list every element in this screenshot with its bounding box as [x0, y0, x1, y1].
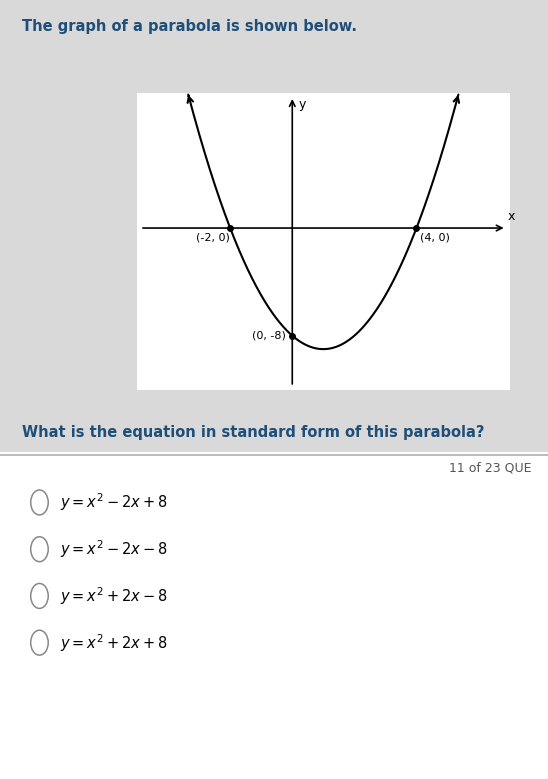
- Text: $y = x^2 - 2x - 8$: $y = x^2 - 2x - 8$: [60, 538, 168, 560]
- Text: $y = x^2 + 2x - 8$: $y = x^2 + 2x - 8$: [60, 585, 168, 607]
- Text: 11 of 23 QUE: 11 of 23 QUE: [449, 461, 532, 474]
- Text: $y = x^2 + 2x + 8$: $y = x^2 + 2x + 8$: [60, 632, 168, 654]
- Text: $y = x^2 - 2x + 8$: $y = x^2 - 2x + 8$: [60, 492, 168, 513]
- Text: y: y: [299, 97, 306, 111]
- Text: The graph of a parabola is shown below.: The graph of a parabola is shown below.: [22, 19, 357, 34]
- Text: x: x: [508, 210, 516, 224]
- Text: (4, 0): (4, 0): [420, 232, 449, 242]
- Text: What is the equation in standard form of this parabola?: What is the equation in standard form of…: [22, 425, 484, 439]
- Text: (-2, 0): (-2, 0): [196, 232, 230, 242]
- Text: (0, -8): (0, -8): [252, 330, 286, 340]
